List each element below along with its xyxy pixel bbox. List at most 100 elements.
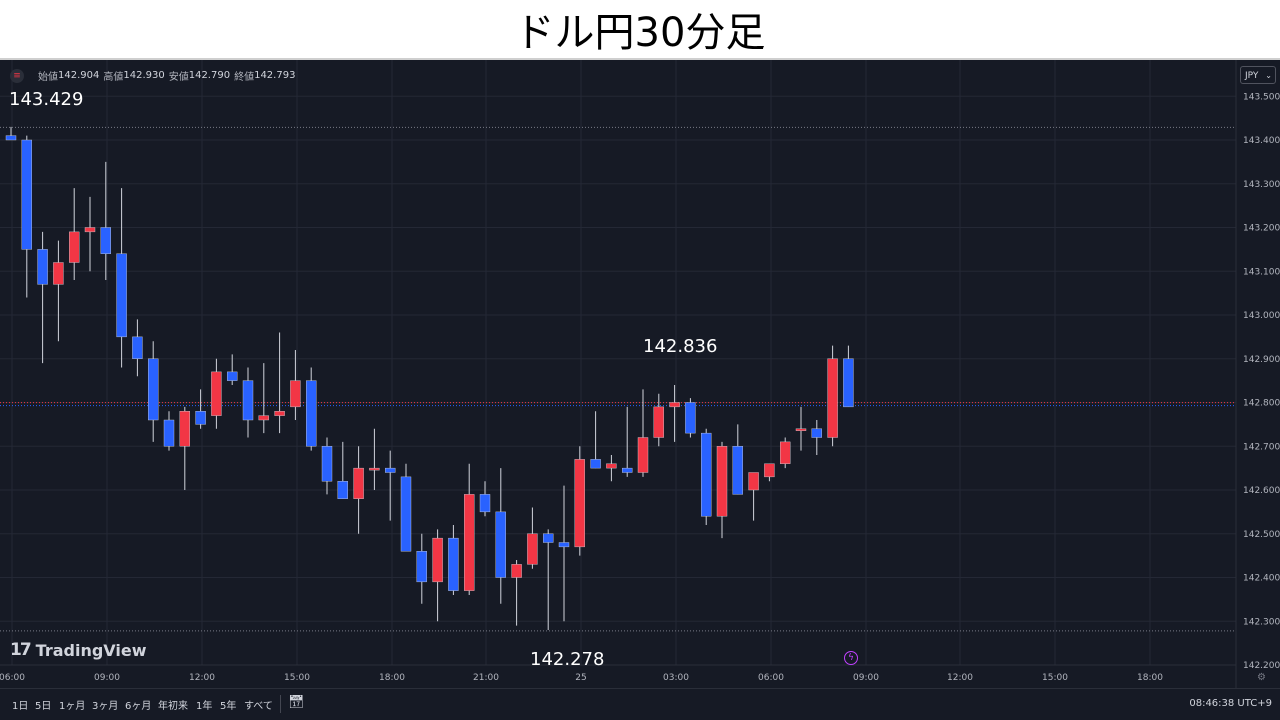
x-tick-label: 12:00 xyxy=(189,673,215,683)
y-tick-label: 142.300 xyxy=(1243,617,1280,627)
candle-body xyxy=(558,542,570,548)
candle-body xyxy=(432,537,443,583)
x-tick-label: 25 xyxy=(575,673,586,683)
candle-body xyxy=(21,139,32,250)
candle-body xyxy=(353,467,364,499)
timeframe-1y-button[interactable]: 1年 xyxy=(196,701,213,712)
candle-body xyxy=(416,551,427,583)
candle-body xyxy=(290,380,301,408)
y-tick-label: 142.500 xyxy=(1243,530,1280,540)
calendar-icon[interactable]: 📅︎ xyxy=(288,695,305,710)
candle-body xyxy=(211,371,222,416)
candle-body xyxy=(748,472,759,491)
candle-body xyxy=(795,428,807,431)
candle-body xyxy=(179,411,191,447)
candle-body xyxy=(306,380,317,447)
candle-body xyxy=(147,358,159,421)
candlestick-chart[interactable]: 143.500 143.400 143.300 143.200 143.100 143.0… xyxy=(0,60,1280,690)
timeframe-6m-button[interactable]: 6ヶ月 xyxy=(125,701,152,712)
timeframe-3m-button[interactable]: 3ヶ月 xyxy=(92,701,119,712)
open-label: 始値 xyxy=(38,72,58,83)
candle-body xyxy=(637,437,649,473)
timeframe-all-button[interactable]: すべて xyxy=(244,701,273,712)
logo-text: TradingView xyxy=(35,640,147,660)
currency-symbol-icon[interactable]: ≡ xyxy=(10,68,24,83)
toolbar-divider xyxy=(280,695,281,713)
candle-body xyxy=(669,402,680,408)
page-title: ドル円30分足 xyxy=(0,0,1280,58)
candle-body xyxy=(590,459,601,469)
candle-body xyxy=(527,533,538,565)
logo-mark: 17 xyxy=(10,640,32,660)
candle-body xyxy=(780,441,791,464)
candle-body xyxy=(68,231,80,263)
x-tick-label: 15:00 xyxy=(1042,673,1068,683)
annotation-mid: 142.836 xyxy=(643,336,718,357)
timeframe-1m-button[interactable]: 1ヶ月 xyxy=(59,701,86,712)
candle-body xyxy=(827,358,838,438)
currency-value: JPY xyxy=(1245,71,1259,81)
y-tick-label: 142.200 xyxy=(1243,661,1280,671)
candle-body xyxy=(226,371,238,381)
timeframe-5d-button[interactable]: 5日 xyxy=(35,701,52,712)
y-tick-label: 142.400 xyxy=(1243,574,1280,584)
y-tick-label: 143.400 xyxy=(1243,136,1280,146)
currency-select[interactable]: JPY ⌄ xyxy=(1240,66,1276,84)
y-tick-label: 143.500 xyxy=(1243,92,1280,102)
candle-body xyxy=(84,227,96,233)
y-tick-label: 142.900 xyxy=(1243,355,1280,365)
candle-body xyxy=(764,463,775,478)
candle-body xyxy=(258,415,269,421)
candle-body xyxy=(732,446,743,495)
chart-area[interactable]: 143.500 143.400 143.300 143.200 143.100 143.0… xyxy=(0,58,1280,690)
timeframe-ytd-button[interactable]: 年初来 xyxy=(158,701,188,712)
candle-body xyxy=(574,459,585,548)
candle-body xyxy=(163,419,175,447)
candle-body xyxy=(701,432,712,517)
tradingview-logo[interactable]: 17 TradingView xyxy=(10,640,147,660)
candle-body xyxy=(116,253,127,338)
y-tick-label: 143.200 xyxy=(1243,224,1280,234)
candle-body xyxy=(716,446,728,517)
candle-body xyxy=(337,481,348,499)
candle-body xyxy=(464,494,475,591)
timeframe-5y-button[interactable]: 5年 xyxy=(220,701,237,712)
chevron-down-icon: ⌄ xyxy=(1265,71,1272,80)
candle-body xyxy=(37,249,48,285)
candle-body xyxy=(622,467,633,473)
candle-body xyxy=(195,411,206,425)
candle-body xyxy=(543,533,554,543)
candle-body xyxy=(479,494,491,513)
low-value: 142.790 xyxy=(188,70,231,81)
annotation-low: 142.278 xyxy=(530,649,605,670)
candle-body xyxy=(53,262,64,285)
candle-body xyxy=(274,411,285,416)
x-tick-label: 21:00 xyxy=(473,673,499,683)
candle-body xyxy=(369,467,380,471)
candle-body xyxy=(100,227,112,254)
candle-body xyxy=(5,135,17,141)
lightning-icon[interactable]: ϟ xyxy=(844,651,858,665)
candle-body xyxy=(321,446,333,482)
candle-body xyxy=(400,476,412,552)
gear-icon[interactable]: ⚙ xyxy=(1257,672,1266,683)
clock-display[interactable]: 08:46:38 UTC+9 xyxy=(1189,698,1272,709)
y-tick-label: 143.300 xyxy=(1243,180,1280,190)
candle-body xyxy=(385,467,396,473)
candle-body xyxy=(448,537,459,591)
high-label: 高値 xyxy=(103,72,124,83)
y-tick-label: 142.700 xyxy=(1243,442,1280,452)
candle-body xyxy=(495,511,506,578)
close-value: 142.793 xyxy=(254,70,296,81)
x-tick-label: 09:00 xyxy=(853,673,879,683)
x-tick-label: 18:00 xyxy=(1137,673,1163,683)
low-label: 安値 xyxy=(168,72,189,83)
x-tick-label: 06:00 xyxy=(0,673,25,683)
chart-background xyxy=(0,60,1280,690)
x-tick-label: 15:00 xyxy=(284,673,310,683)
y-tick-label: 142.800 xyxy=(1243,399,1280,409)
bottom-toolbar: 1日 5日 1ヶ月 3ヶ月 6ヶ月 年初来 1年 5年 すべて 📅︎ 08:46… xyxy=(0,688,1280,720)
annotation-high: 143.429 xyxy=(9,89,84,110)
timeframe-1d-button[interactable]: 1日 xyxy=(12,701,29,712)
x-tick-label: 18:00 xyxy=(379,673,405,683)
